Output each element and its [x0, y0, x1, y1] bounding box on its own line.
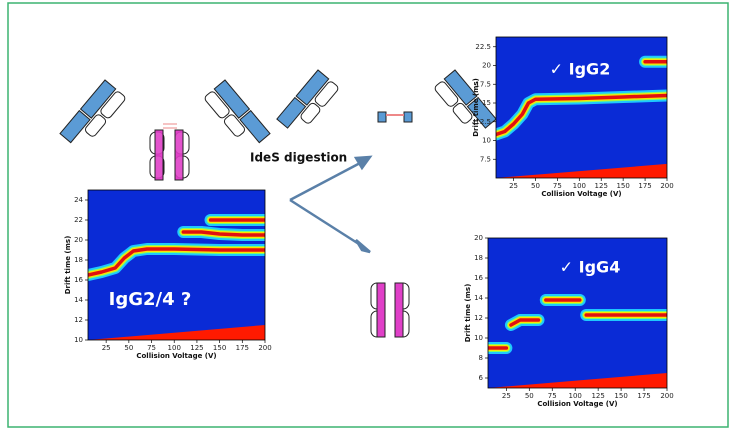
ciu-plot: 25 50 75 100 125 150 175 200 10 12 14 16 18 20 22 24 Col… — [64, 189, 272, 360]
plot-area — [496, 37, 667, 178]
x-tick-label: 200 — [258, 344, 271, 352]
x-tick-label: 75 — [548, 392, 557, 400]
x-tick-label: 175 — [638, 182, 651, 190]
x-tick-label: 25 — [502, 392, 511, 400]
x-tick-label: 100 — [569, 392, 582, 400]
ciu-plot: 25 50 75 100 125 150 175 200 6 8 10 12 14 16 18 20 Colli… — [464, 234, 674, 408]
y-tick-label: 12.5 — [475, 118, 491, 126]
x-tick-label: 100 — [168, 344, 181, 352]
annotation: IdeS digestion — [250, 151, 347, 165]
x-tick-label: 150 — [213, 344, 226, 352]
x-tick-label: 25 — [102, 344, 111, 352]
x-axis-label: Collision Voltage (V) — [136, 352, 216, 360]
ridge — [509, 318, 541, 327]
y-tick-label: 15 — [482, 99, 491, 107]
y-tick-label: 8 — [479, 354, 483, 362]
x-tick-label: 50 — [531, 182, 540, 190]
plot-label: ✓ IgG4 — [560, 258, 621, 277]
ridge — [496, 93, 667, 137]
baseline-wedge — [488, 373, 667, 388]
y-tick-label: 18 — [474, 254, 483, 262]
baseline-wedge — [496, 163, 667, 178]
frame — [7, 2, 729, 428]
y-tick-label: 12 — [74, 316, 83, 324]
x-tick-label: 200 — [660, 392, 673, 400]
y-tick-label: 10 — [482, 137, 491, 145]
y-tick-label: 12 — [474, 314, 483, 322]
y-tick-label: 22 — [74, 216, 83, 224]
y-tick-label: 16 — [74, 276, 83, 284]
x-tick-label: 75 — [553, 182, 562, 190]
x-tick-label: 125 — [595, 182, 608, 190]
ciu-plot: 25 50 75 100 125 150 175 200 7.5 10 12.5 15 17.5 20 22… — [472, 36, 674, 198]
ridge — [88, 247, 265, 277]
y-axis-label: Drift time (ms) — [472, 78, 480, 137]
y-tick-label: 22.5 — [475, 43, 491, 51]
x-axis-label: Collision Voltage (V) — [537, 400, 617, 408]
plot-area — [88, 190, 265, 340]
y-tick-label: 20 — [482, 62, 491, 70]
axes-frame — [87, 189, 266, 341]
fab2-fragment — [276, 69, 497, 129]
x-tick-label: 75 — [147, 344, 156, 352]
plot-area — [488, 238, 667, 388]
x-tick-label: 175 — [236, 344, 249, 352]
y-tick-label: 16 — [474, 274, 483, 282]
x-tick-label: 100 — [573, 182, 586, 190]
ridge — [181, 230, 265, 237]
x-tick-label: 200 — [660, 182, 673, 190]
baseline-wedge — [88, 325, 265, 340]
plot-label: ✓ IgG2 — [550, 60, 611, 79]
x-tick-label: 175 — [637, 392, 650, 400]
y-axis-label: Drift time (ms) — [64, 236, 72, 295]
y-tick-label: 10 — [74, 336, 83, 344]
y-axis-label: Drift time (ms) — [464, 284, 472, 343]
x-tick-label: 25 — [509, 182, 518, 190]
y-tick-label: 20 — [474, 234, 483, 242]
y-tick-label: 14 — [74, 296, 83, 304]
x-tick-label: 125 — [591, 392, 604, 400]
y-tick-label: 10 — [474, 334, 483, 342]
y-tick-label: 6 — [479, 374, 484, 382]
y-tick-label: 20 — [74, 236, 83, 244]
x-tick-label: 50 — [124, 344, 133, 352]
x-tick-label: 150 — [616, 182, 629, 190]
y-tick-label: 14 — [474, 294, 483, 302]
intact-antibody — [59, 79, 271, 181]
x-tick-label: 125 — [190, 344, 203, 352]
x-axis-label: Collision Voltage (V) — [541, 190, 621, 198]
fc-fragment — [370, 282, 410, 338]
y-tick-label: 7.5 — [480, 155, 491, 163]
y-tick-label: 17.5 — [475, 80, 491, 88]
arrows — [289, 155, 373, 254]
y-tick-label: 24 — [74, 196, 83, 204]
plot-label: IgG2/4 ? — [109, 289, 192, 310]
axes-frame — [487, 237, 668, 389]
axes-frame — [495, 36, 668, 179]
x-tick-label: 150 — [614, 392, 627, 400]
y-tick-label: 18 — [74, 256, 83, 264]
x-tick-label: 50 — [525, 392, 534, 400]
